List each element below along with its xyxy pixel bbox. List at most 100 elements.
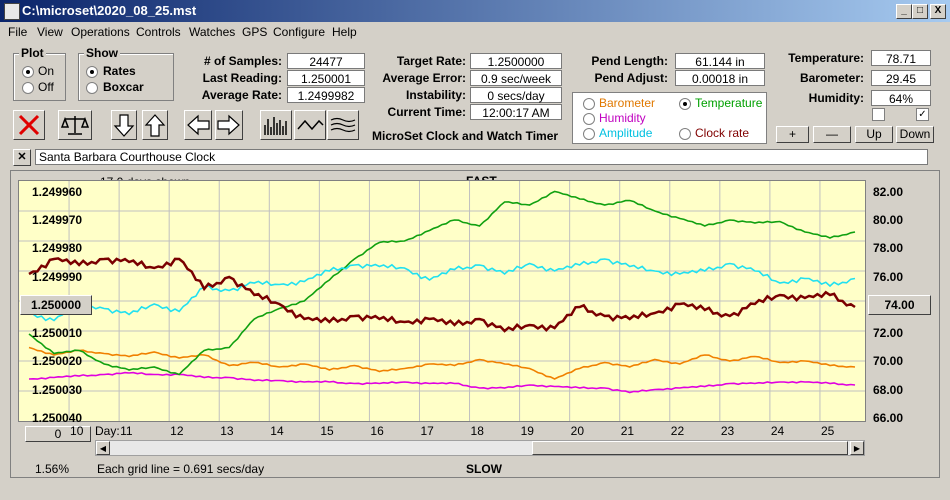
app-icon <box>4 3 20 20</box>
up-button[interactable]: Up <box>855 126 893 143</box>
day-tick-label: 16 <box>370 424 384 438</box>
title-bar: C:\microset\2020_08_25.mst _ □ X <box>0 0 950 22</box>
arrow-down-icon <box>113 114 135 137</box>
right-tick: 82.00 <box>873 185 904 199</box>
left-tick: 1.250020 <box>32 354 83 368</box>
day-tick-label: 22 <box>670 424 685 438</box>
sensor-temperature-radio[interactable] <box>679 98 691 110</box>
center-value-right-button[interactable]: 74.00 <box>868 295 931 315</box>
clear-watch-button[interactable]: ✕ <box>13 149 31 166</box>
plot-on-label: On <box>38 64 55 78</box>
series-line-humidity <box>28 371 856 394</box>
pend-length-value: 61.144 in <box>675 53 765 69</box>
histogram-icon <box>264 117 287 135</box>
arrow-left-icon <box>187 114 210 136</box>
last-reading-label: Last Reading: <box>202 71 282 85</box>
day-tick-label: 21 <box>620 424 635 438</box>
checkbox-1[interactable] <box>872 108 885 121</box>
line-wave-icon <box>297 119 324 131</box>
menu-bar: File View Operations Controls Watches GP… <box>0 22 950 42</box>
right-tick: 80.00 <box>873 213 904 227</box>
right-tick: 66.00 <box>873 411 904 425</box>
temperature-value: 78.71 <box>871 50 931 66</box>
sensor-barometer-radio[interactable] <box>583 98 595 110</box>
menu-help[interactable]: Help <box>332 25 357 39</box>
plot-on-radio[interactable] <box>22 66 34 78</box>
day-tick-label: 23 <box>720 424 735 438</box>
histogram-button[interactable] <box>260 110 292 140</box>
show-group <box>78 53 174 101</box>
day-tick-label: 15 <box>320 424 334 438</box>
samples-value: 24477 <box>287 53 365 69</box>
plot-off-label: Off <box>38 80 54 94</box>
target-rate-label: Target Rate: <box>396 54 466 68</box>
scroll-left-icon[interactable]: ◀ <box>96 441 110 455</box>
menu-view[interactable]: View <box>37 25 63 39</box>
scroll-right-icon[interactable]: ▶ <box>850 441 864 455</box>
sensor-amplitude-label: Amplitude <box>599 126 653 140</box>
grid-note-label: Each grid line = 0.691 secs/day <box>97 462 265 476</box>
menu-watches[interactable]: Watches <box>189 25 236 39</box>
current-time-label: Current Time: <box>387 105 466 119</box>
minimize-button[interactable]: _ <box>896 4 912 19</box>
sensor-temperature-label: Temperature <box>695 96 763 110</box>
left-tick: 1.249970 <box>32 213 83 227</box>
watch-name-field[interactable]: Santa Barbara Courthouse Clock <box>35 149 928 165</box>
menu-file[interactable]: File <box>8 25 28 39</box>
day-tick-label: 25 <box>820 424 835 438</box>
center-value-left-button[interactable]: 1.250000 <box>20 295 92 315</box>
series-line-barometer <box>28 346 856 380</box>
close-button[interactable]: X <box>930 4 946 19</box>
show-rates-label: Rates <box>103 64 136 78</box>
humidity-label: Humidity: <box>808 91 864 105</box>
samples-label: # of Samples: <box>203 54 282 68</box>
average-rate-value: 1.2499982 <box>287 87 365 103</box>
horizontal-scrollbar[interactable]: ◀ ▶ <box>95 440 865 456</box>
arrow-down-button[interactable] <box>111 110 137 140</box>
arrow-up-button[interactable] <box>142 110 168 140</box>
barometer-value: 29.45 <box>871 70 931 86</box>
sensor-clockrate-radio[interactable] <box>679 128 691 140</box>
right-tick: 72.00 <box>873 326 904 340</box>
day-tick-label: 19 <box>520 424 534 438</box>
minus-button[interactable]: — <box>813 126 851 143</box>
arrow-left-button[interactable] <box>184 110 212 140</box>
day-tick-label: 10 <box>70 424 84 438</box>
left-tick: 1.249980 <box>32 241 83 255</box>
menu-operations[interactable]: Operations <box>71 25 130 39</box>
menu-controls[interactable]: Controls <box>136 25 181 39</box>
scroll-thumb[interactable] <box>532 441 848 455</box>
temperature-label: Temperature: <box>788 51 864 65</box>
show-rates-radio[interactable] <box>86 66 98 78</box>
menu-configure[interactable]: Configure <box>273 25 326 39</box>
multi-wave-icon <box>330 117 356 133</box>
sensor-clockrate-label: Clock rate <box>695 126 750 140</box>
humidity-value: 64% <box>871 90 931 106</box>
sensor-humidity-label: Humidity <box>599 111 646 125</box>
arrow-right-button[interactable] <box>215 110 243 140</box>
current-time-value: 12:00:17 AM <box>470 104 562 120</box>
plot-area[interactable] <box>18 180 866 422</box>
multi-line-button[interactable] <box>327 110 359 140</box>
line-plot-button[interactable] <box>294 110 326 140</box>
sensor-amplitude-radio[interactable] <box>583 128 595 140</box>
maximize-button[interactable]: □ <box>912 4 928 19</box>
sensor-humidity-radio[interactable] <box>583 113 595 125</box>
show-group-label: Show <box>84 46 120 60</box>
balance-button[interactable] <box>58 110 92 140</box>
plot-group-label: Plot <box>19 46 46 60</box>
average-error-value: 0.9 sec/week <box>470 70 562 86</box>
left-tick: 1.249990 <box>32 270 83 284</box>
plus-button[interactable]: + <box>776 126 809 143</box>
show-boxcar-radio[interactable] <box>86 82 98 94</box>
checkbox-2[interactable]: ✓ <box>916 108 929 121</box>
graph-frame <box>10 170 940 478</box>
zero-button[interactable]: 0 <box>25 426 91 442</box>
series-line-clock-rate <box>28 257 856 333</box>
slow-label: SLOW <box>466 462 502 476</box>
show-boxcar-label: Boxcar <box>103 80 144 94</box>
stop-button[interactable] <box>13 110 45 140</box>
menu-gps[interactable]: GPS <box>242 25 268 39</box>
plot-off-radio[interactable] <box>22 82 34 94</box>
down-button[interactable]: Down <box>896 126 934 143</box>
